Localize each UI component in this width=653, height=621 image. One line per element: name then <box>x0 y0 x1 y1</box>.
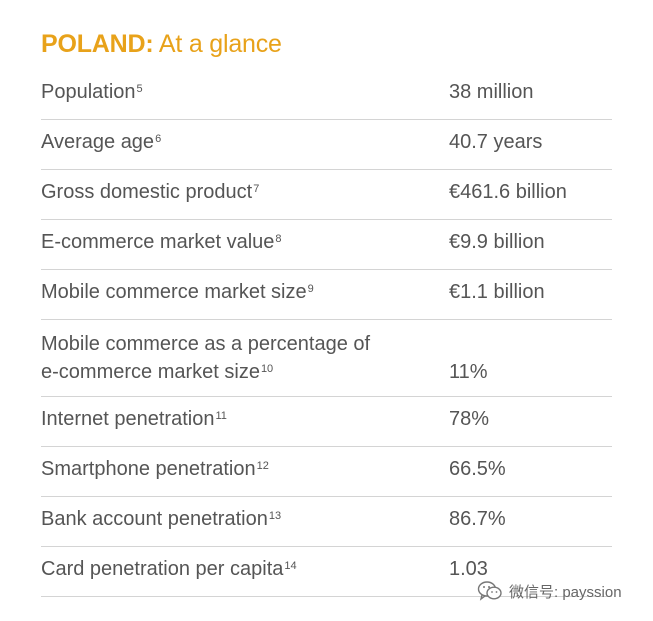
wechat-icon <box>477 581 502 601</box>
table-row: Bank account penetration13 86.7% <box>41 497 612 547</box>
footnote-ref: 6 <box>155 133 162 145</box>
row-label: Mobile commerce as a percentage of e-com… <box>41 333 371 383</box>
row-value: €1.1 billion <box>449 281 545 303</box>
row-label: Smartphone penetration12 <box>41 458 269 480</box>
watermark-text: 微信号: payssion <box>509 583 622 601</box>
footnote-ref: 11 <box>215 410 227 422</box>
row-value: 1.03 <box>449 558 488 580</box>
watermark: 微信号: payssion <box>477 580 622 602</box>
row-label: Population5 <box>41 81 143 103</box>
row-value: €9.9 billion <box>449 231 545 253</box>
row-label: Average age6 <box>41 131 162 153</box>
row-label: Mobile commerce market size9 <box>41 281 314 303</box>
title-subtitle: At a glance <box>158 30 282 58</box>
table-row: Internet penetration11 78% <box>41 397 612 447</box>
footnote-ref: 9 <box>307 283 314 295</box>
facts-table: Population5 38 million Average age6 40.7… <box>41 70 612 597</box>
row-label: Card penetration per capita14 <box>41 558 297 580</box>
row-value: 11% <box>449 361 488 383</box>
row-label: Bank account penetration13 <box>41 508 282 530</box>
row-value: 86.7% <box>449 508 506 530</box>
row-value: 78% <box>449 408 490 430</box>
row-value: €461.6 billion <box>449 181 567 203</box>
row-label: E-commerce market value8 <box>41 231 282 253</box>
footnote-ref: 5 <box>136 83 143 95</box>
row-label: Gross domestic product7 <box>41 181 260 203</box>
row-value: 40.7 years <box>449 131 543 153</box>
table-row: Average age6 40.7 years <box>41 120 612 170</box>
row-label: Internet penetration11 <box>41 408 227 430</box>
footnote-ref: 10 <box>260 363 274 375</box>
footnote-ref: 7 <box>253 183 260 195</box>
table-row: E-commerce market value8 €9.9 billion <box>41 220 612 270</box>
row-value: 38 million <box>449 81 534 103</box>
table-row: Smartphone penetration12 66.5% <box>41 447 612 497</box>
page-title: POLAND: At a glance <box>41 28 282 60</box>
table-row: Population5 38 million <box>41 70 612 120</box>
table-row: Mobile commerce market size9 €1.1 billio… <box>41 270 612 320</box>
footnote-ref: 12 <box>256 460 269 472</box>
table-row: Card penetration per capita14 1.03 <box>41 547 612 597</box>
footnote-ref: 14 <box>284 560 297 572</box>
table-row: Mobile commerce as a percentage of e-com… <box>41 320 612 397</box>
title-country: POLAND: <box>41 30 154 58</box>
row-value: 66.5% <box>449 458 506 480</box>
footnote-ref: 8 <box>275 233 282 245</box>
table-row: Gross domestic product7 €461.6 billion <box>41 170 612 220</box>
footnote-ref: 13 <box>268 510 282 522</box>
